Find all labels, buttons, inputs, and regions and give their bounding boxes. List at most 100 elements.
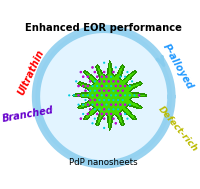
Circle shape [84, 90, 86, 92]
Circle shape [77, 85, 79, 87]
Circle shape [77, 94, 79, 97]
Circle shape [126, 71, 128, 73]
Circle shape [116, 80, 119, 82]
Circle shape [98, 80, 100, 82]
Circle shape [75, 80, 77, 82]
Circle shape [100, 104, 102, 106]
Circle shape [88, 99, 91, 101]
Circle shape [95, 113, 98, 115]
Circle shape [114, 104, 116, 106]
Circle shape [79, 118, 82, 120]
Circle shape [100, 85, 102, 87]
Circle shape [126, 118, 128, 120]
Circle shape [102, 89, 105, 92]
Circle shape [123, 76, 126, 78]
Circle shape [77, 85, 79, 87]
Circle shape [95, 94, 98, 97]
Circle shape [93, 80, 95, 82]
Circle shape [107, 80, 109, 82]
Circle shape [105, 94, 107, 97]
Circle shape [93, 108, 95, 110]
Circle shape [123, 94, 126, 96]
Circle shape [102, 117, 105, 120]
Circle shape [77, 94, 79, 96]
Circle shape [119, 94, 121, 97]
Circle shape [105, 104, 107, 106]
Circle shape [109, 85, 112, 87]
Circle shape [98, 108, 100, 110]
Circle shape [112, 118, 114, 120]
Circle shape [123, 103, 126, 106]
Circle shape [93, 71, 96, 73]
Circle shape [133, 94, 135, 96]
Circle shape [103, 127, 105, 129]
Circle shape [103, 108, 105, 110]
Circle shape [119, 104, 121, 106]
Circle shape [119, 94, 121, 96]
Circle shape [119, 113, 121, 115]
Circle shape [96, 85, 98, 87]
Circle shape [89, 90, 91, 92]
Circle shape [79, 71, 82, 73]
Circle shape [86, 94, 88, 96]
Circle shape [121, 99, 123, 101]
Circle shape [86, 103, 89, 106]
Circle shape [105, 94, 107, 96]
Circle shape [93, 99, 95, 101]
Circle shape [103, 80, 105, 82]
Circle shape [98, 80, 100, 83]
Circle shape [100, 103, 103, 106]
Circle shape [102, 80, 105, 83]
Circle shape [93, 90, 95, 92]
Circle shape [114, 94, 116, 96]
Circle shape [109, 104, 112, 106]
Circle shape [91, 85, 93, 87]
Circle shape [109, 113, 112, 115]
Circle shape [89, 99, 91, 101]
Circle shape [105, 85, 107, 87]
Circle shape [112, 80, 114, 83]
Circle shape [95, 75, 98, 78]
Circle shape [82, 104, 84, 106]
Circle shape [100, 85, 103, 87]
Circle shape [100, 113, 103, 115]
Circle shape [123, 85, 126, 87]
Circle shape [123, 104, 126, 106]
Circle shape [123, 113, 126, 115]
Circle shape [86, 85, 88, 87]
Circle shape [107, 89, 110, 92]
Circle shape [82, 76, 84, 78]
Circle shape [114, 85, 116, 87]
Circle shape [128, 94, 130, 96]
Circle shape [107, 108, 109, 110]
Circle shape [86, 113, 88, 115]
Circle shape [86, 75, 89, 78]
Circle shape [89, 80, 91, 82]
Circle shape [105, 113, 107, 115]
Circle shape [96, 76, 98, 78]
Text: PdP nanosheets: PdP nanosheets [69, 158, 137, 167]
Circle shape [109, 113, 112, 115]
Text: Branched: Branched [1, 105, 54, 124]
Circle shape [109, 94, 112, 96]
Circle shape [36, 29, 171, 164]
Circle shape [100, 113, 102, 115]
Circle shape [114, 85, 116, 87]
Circle shape [130, 80, 133, 82]
Circle shape [91, 122, 93, 124]
Circle shape [112, 90, 114, 92]
Circle shape [91, 66, 93, 69]
Circle shape [107, 80, 110, 83]
Circle shape [112, 117, 114, 120]
Circle shape [68, 94, 70, 96]
Circle shape [119, 113, 121, 115]
Circle shape [114, 122, 116, 124]
Circle shape [84, 89, 86, 92]
Circle shape [116, 99, 119, 101]
Circle shape [91, 94, 93, 96]
Text: Ultrathin: Ultrathin [16, 48, 46, 97]
Circle shape [119, 103, 121, 106]
Circle shape [109, 76, 112, 78]
Circle shape [119, 76, 121, 78]
Circle shape [77, 104, 79, 106]
